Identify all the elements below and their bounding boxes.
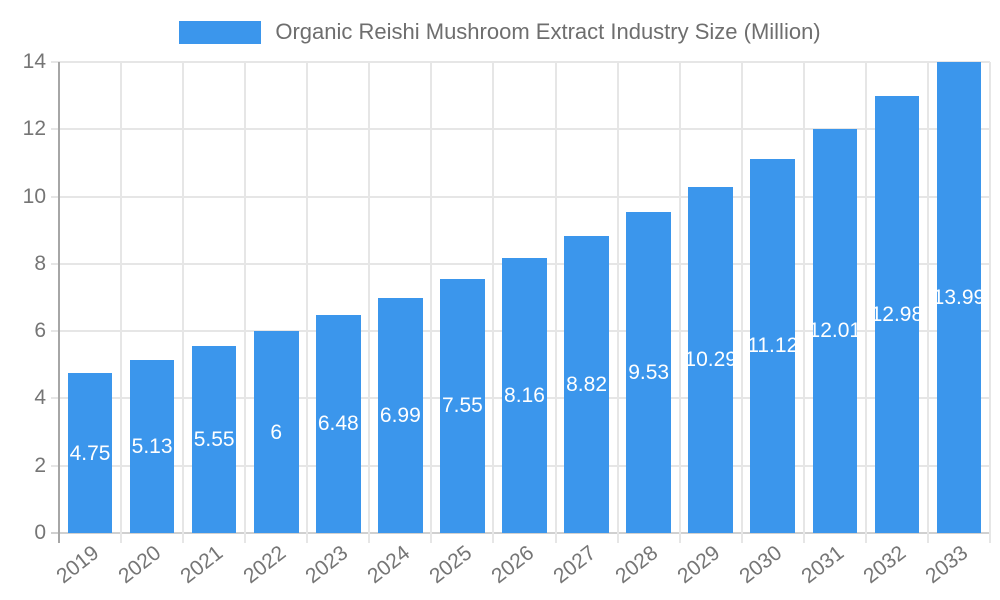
bar[interactable]: 12.01 bbox=[809, 128, 861, 533]
gridline-vertical bbox=[926, 62, 929, 543]
x-axis-tick-label: 2029 bbox=[673, 541, 725, 589]
bar-value-label: 9.53 bbox=[628, 361, 670, 385]
y-axis-line bbox=[58, 62, 60, 543]
bar-value-label: 10.29 bbox=[684, 348, 737, 372]
bar-value-label: 13.99 bbox=[932, 286, 986, 310]
bar[interactable]: 7.55 bbox=[440, 278, 485, 533]
y-axis-tick-label: 0 bbox=[34, 521, 46, 544]
bar[interactable]: 10.29 bbox=[684, 186, 737, 533]
x-axis-tick-label: 2028 bbox=[611, 541, 663, 589]
x-axis-tick-label: 2020 bbox=[114, 541, 166, 589]
gridline-vertical bbox=[616, 62, 619, 543]
gridline-vertical bbox=[244, 62, 247, 543]
y-axis-tick-label: 2 bbox=[34, 453, 46, 477]
gridline-vertical bbox=[306, 62, 309, 543]
x-axis-tick-label: 2030 bbox=[735, 541, 787, 589]
y-axis-tick-label: 12 bbox=[22, 117, 46, 141]
x-axis-tick-label: 2031 bbox=[797, 541, 849, 589]
y-axis-tick-label: 14 bbox=[22, 50, 46, 73]
y-axis-tick-label: 6 bbox=[34, 319, 46, 343]
x-axis-tick-label: 2025 bbox=[425, 541, 476, 589]
x-axis-tick-label: 2024 bbox=[362, 541, 414, 589]
bar-value-label: 12.98 bbox=[870, 303, 924, 327]
gridline-vertical bbox=[864, 62, 867, 543]
chart-legend: Organic Reishi Mushroom Extract Industry… bbox=[0, 19, 1000, 45]
x-axis-tick-label: 2033 bbox=[921, 541, 973, 589]
gridline-vertical bbox=[120, 62, 123, 543]
x-axis-line bbox=[51, 532, 990, 534]
x-axis-tick-label: 2022 bbox=[238, 541, 290, 589]
x-axis-tick-label: 2019 bbox=[52, 541, 104, 589]
gridline-vertical bbox=[678, 62, 681, 543]
bar-value-label: 6.99 bbox=[379, 403, 421, 427]
gridline-vertical bbox=[554, 62, 557, 543]
bar[interactable]: 6.48 bbox=[316, 314, 361, 533]
x-axis-tick-label: 2021 bbox=[176, 541, 228, 589]
gridline-vertical bbox=[492, 62, 495, 543]
bar[interactable]: 6 bbox=[253, 331, 299, 533]
x-axis-tick-label: 2026 bbox=[487, 541, 539, 589]
bar[interactable]: 4.75 bbox=[67, 373, 113, 533]
gridline-vertical bbox=[989, 62, 991, 543]
bar-value-label: 5.13 bbox=[131, 435, 173, 459]
bar[interactable]: 11.12 bbox=[747, 158, 799, 533]
y-axis-tick-label: 10 bbox=[22, 184, 46, 208]
bar[interactable]: 13.99 bbox=[933, 62, 985, 533]
x-axis-tick-label: 2032 bbox=[859, 541, 911, 589]
bar-value-label: 11.12 bbox=[747, 334, 799, 358]
chart-title: Organic Reishi Mushroom Extract Industry… bbox=[275, 19, 821, 44]
bar[interactable]: 6.99 bbox=[378, 297, 423, 533]
bar-value-label: 8.82 bbox=[566, 373, 607, 397]
gridline-vertical bbox=[430, 62, 433, 543]
gridline-horizontal bbox=[51, 195, 990, 198]
x-axis-tick-label: 2023 bbox=[300, 541, 352, 589]
bar[interactable]: 5.13 bbox=[129, 360, 175, 533]
bar-value-label: 4.75 bbox=[69, 441, 111, 465]
x-axis-tick-label: 2027 bbox=[549, 541, 601, 589]
y-axis-tick-label: 8 bbox=[34, 251, 46, 275]
bar-value-label: 6.48 bbox=[317, 412, 359, 436]
bar-value-label: 5.55 bbox=[193, 428, 235, 452]
gridline-vertical bbox=[368, 62, 371, 543]
bar-value-label: 12.01 bbox=[808, 319, 862, 343]
gridline-vertical bbox=[182, 62, 185, 543]
bar-value-label: 7.55 bbox=[441, 394, 483, 418]
bar[interactable]: 5.55 bbox=[191, 346, 237, 533]
bar[interactable]: 8.82 bbox=[564, 236, 609, 533]
legend-color-swatch bbox=[179, 20, 262, 44]
bar-value-label: 8.16 bbox=[504, 384, 545, 408]
bar[interactable]: 8.16 bbox=[502, 258, 547, 533]
bar-value-label: 6 bbox=[270, 420, 283, 444]
gridline-horizontal bbox=[51, 61, 990, 63]
gridline-horizontal bbox=[51, 128, 990, 131]
bar[interactable]: 9.53 bbox=[626, 212, 671, 533]
legend-item[interactable]: Organic Reishi Mushroom Extract Industry… bbox=[179, 19, 821, 45]
bar[interactable]: 12.98 bbox=[871, 96, 923, 533]
y-axis-tick-label: 4 bbox=[34, 386, 46, 410]
gridline-vertical bbox=[802, 62, 805, 543]
gridline-vertical bbox=[740, 62, 743, 543]
